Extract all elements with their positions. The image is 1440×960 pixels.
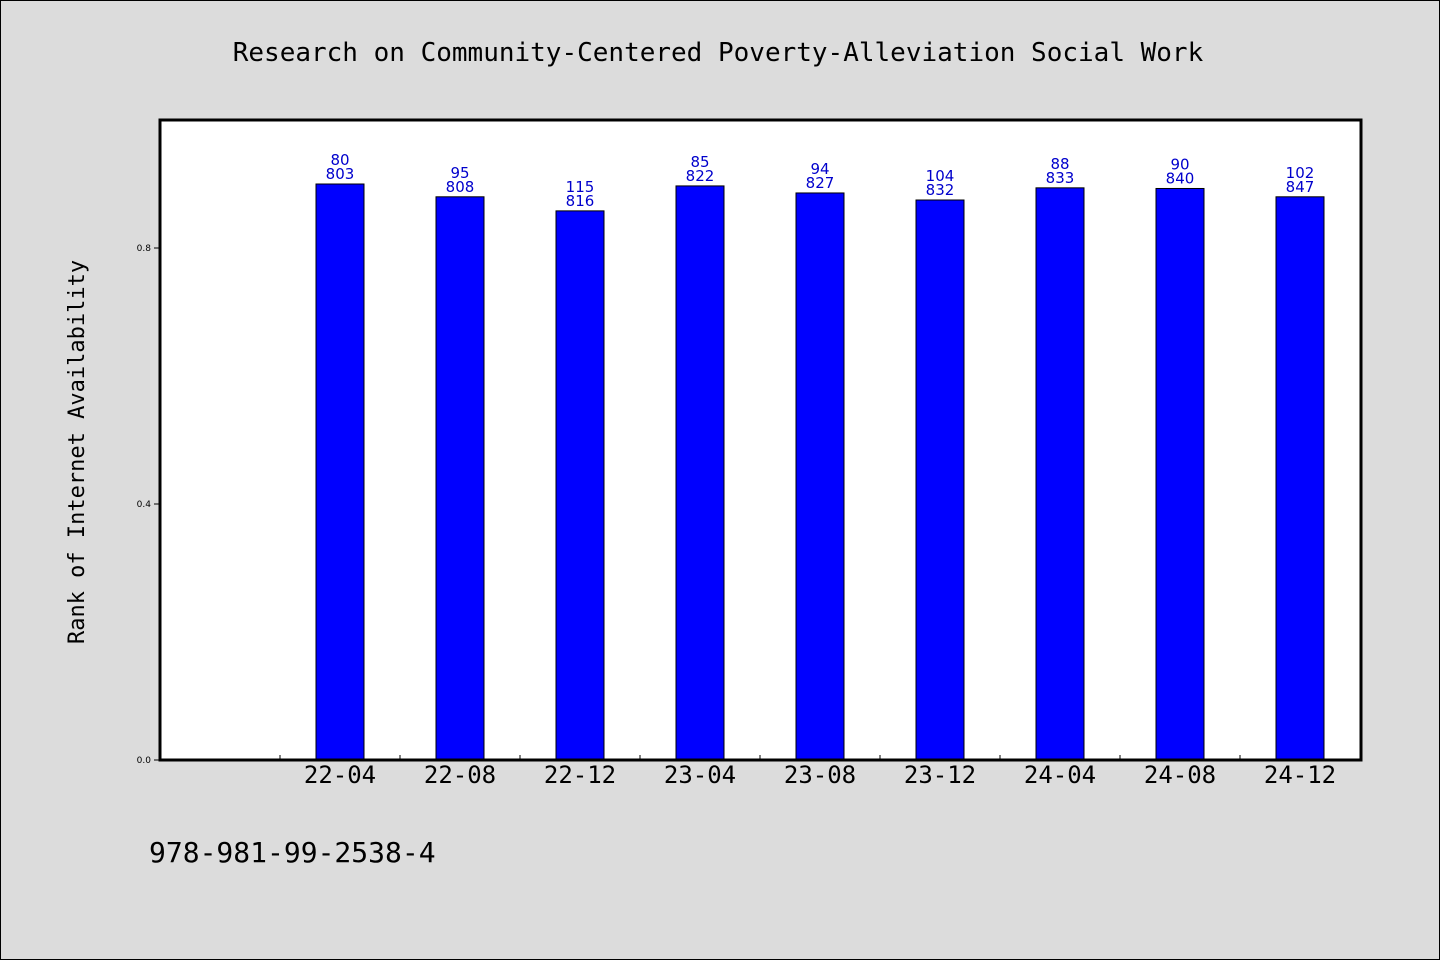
bar [435,196,485,761]
data-label-top: 85 [690,153,709,171]
data-label-bottom: 833 [1046,169,1075,187]
bar [1155,187,1205,761]
bar [795,192,845,761]
data-label-top: 102 [1286,164,1315,182]
chart-title: Research on Community-Centered Poverty-A… [233,38,1204,68]
data-label-bottom: 808 [446,178,475,196]
x-tick-label: 22-08 [424,761,496,789]
data-label-top: 90 [1170,155,1189,173]
x-tick-label: 23-12 [904,761,976,789]
bar [315,183,365,761]
data-label-bottom: 827 [806,174,835,192]
bars-layer [315,183,1325,761]
bar [1035,187,1085,761]
data-label-bottom: 803 [326,165,355,183]
y-axis-label: Rank of Internet Availability [65,260,90,644]
data-label-bottom: 822 [686,167,715,185]
y-tick-label: 0.8 [137,244,152,254]
isbn-text: 978-981-99-2538-4 [149,836,436,869]
data-label-top: 95 [450,164,469,182]
y-tick-label: 0.4 [137,500,152,510]
plot-border [158,118,1363,762]
y-tick-label: 0.0 [137,756,152,766]
x-tick-label: 24-04 [1024,761,1096,789]
x-tick-label: 24-08 [1144,761,1216,789]
data-label-top: 80 [330,151,349,169]
bar [675,185,725,761]
x-tick-label: 22-12 [544,761,616,789]
data-label-bottom: 847 [1286,178,1315,196]
bar [915,199,965,761]
data-label-top: 88 [1050,155,1069,173]
x-tick-label: 23-04 [664,761,736,789]
data-label-bottom: 832 [926,181,955,199]
bar [1275,196,1325,761]
data-label-bottom: 816 [566,192,595,210]
x-tick-label: 22-04 [304,761,376,789]
bar [555,210,605,761]
data-label-bottom: 840 [1166,169,1195,187]
x-tick-label: 23-08 [784,761,856,789]
data-label-top: 115 [566,178,595,196]
ticks-layer: 0.0 0.4 0.8 [137,244,1361,766]
data-label-top: 104 [926,167,955,185]
data-label-top: 94 [810,160,829,178]
x-tick-label: 24-12 [1264,761,1336,789]
